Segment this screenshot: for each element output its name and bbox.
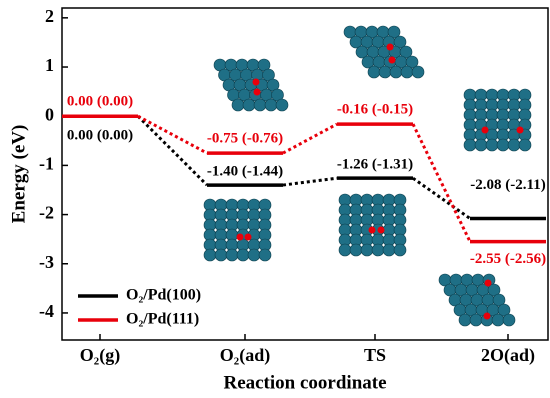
atom — [503, 314, 515, 326]
x-tick-label: O₂(g) — [80, 345, 120, 366]
value-label: -2.08 (-2.11) — [470, 177, 545, 193]
x-tick-label: 2O(ad) — [481, 345, 535, 366]
atom — [248, 249, 260, 261]
oxygen-atom — [389, 57, 396, 64]
atom — [470, 314, 482, 326]
value-label: 0.00 (0.00) — [67, 94, 133, 110]
atom — [497, 139, 509, 151]
y-axis-label: Energy (eV) — [8, 125, 29, 224]
atom — [372, 244, 384, 256]
y-tick-label: 2 — [45, 6, 54, 26]
atom — [394, 244, 406, 256]
oxygen-atom — [237, 234, 244, 241]
legend-label: O₂/Pd(111) — [126, 311, 199, 328]
oxygen-atom — [254, 89, 261, 96]
oxygen-atom — [245, 234, 252, 241]
atom — [259, 249, 271, 261]
value-label: -2.55 (-2.56) — [470, 251, 546, 267]
atom — [486, 139, 498, 151]
oxygen-atom — [482, 127, 489, 134]
chart: Reaction coordinate Energy (eV) -4 -3 -2 -1… — [0, 0, 550, 398]
x-tick-label: TS — [364, 345, 386, 365]
atom — [379, 66, 391, 78]
atom — [361, 244, 373, 256]
y-tick-label: -4 — [39, 301, 54, 321]
atom — [339, 244, 351, 256]
value-label: -0.75 (-0.76) — [207, 131, 283, 147]
atom — [508, 139, 520, 151]
atom — [232, 99, 244, 111]
atom — [475, 139, 487, 151]
y-tick-label: 0 — [45, 104, 54, 124]
atom — [401, 66, 413, 78]
y-tick-label: -1 — [39, 154, 54, 174]
oxygen-atom — [369, 227, 376, 234]
connector — [138, 116, 207, 185]
connector — [138, 116, 207, 153]
atom — [350, 244, 362, 256]
oxygen-atom — [485, 280, 492, 287]
atom — [519, 139, 531, 151]
y-tick-label: -3 — [39, 252, 54, 272]
connector — [283, 178, 337, 185]
x-tick-label: O₂(ad) — [220, 345, 270, 366]
atom — [492, 314, 504, 326]
oxygen-atom — [517, 127, 524, 134]
atom — [383, 244, 395, 256]
oxygen-atom — [484, 313, 491, 320]
atom — [237, 249, 249, 261]
atom — [459, 314, 471, 326]
atom — [254, 99, 266, 111]
y-tick-label: -2 — [39, 203, 54, 223]
value-label: -1.40 (-1.44) — [207, 164, 283, 180]
oxygen-atom — [378, 227, 385, 234]
oxygen-atom — [387, 44, 394, 51]
value-label: -0.16 (-0.15) — [337, 102, 413, 118]
atom — [412, 66, 424, 78]
connector — [283, 124, 337, 153]
atom — [243, 99, 255, 111]
atom — [276, 99, 288, 111]
x-axis-label: Reaction coordinate — [223, 372, 386, 393]
value-label: -1.26 (-1.31) — [337, 157, 413, 173]
oxygen-atom — [253, 79, 260, 86]
atom — [265, 99, 277, 111]
atom — [368, 66, 380, 78]
legend-label: O₂/Pd(100) — [126, 287, 201, 304]
atom — [204, 249, 216, 261]
atom — [226, 249, 238, 261]
atom — [464, 139, 476, 151]
y-tick-label: 1 — [45, 55, 54, 75]
atom — [215, 249, 227, 261]
value-label: 0.00 (0.00) — [67, 128, 133, 144]
atom — [390, 66, 402, 78]
connector — [413, 124, 470, 242]
